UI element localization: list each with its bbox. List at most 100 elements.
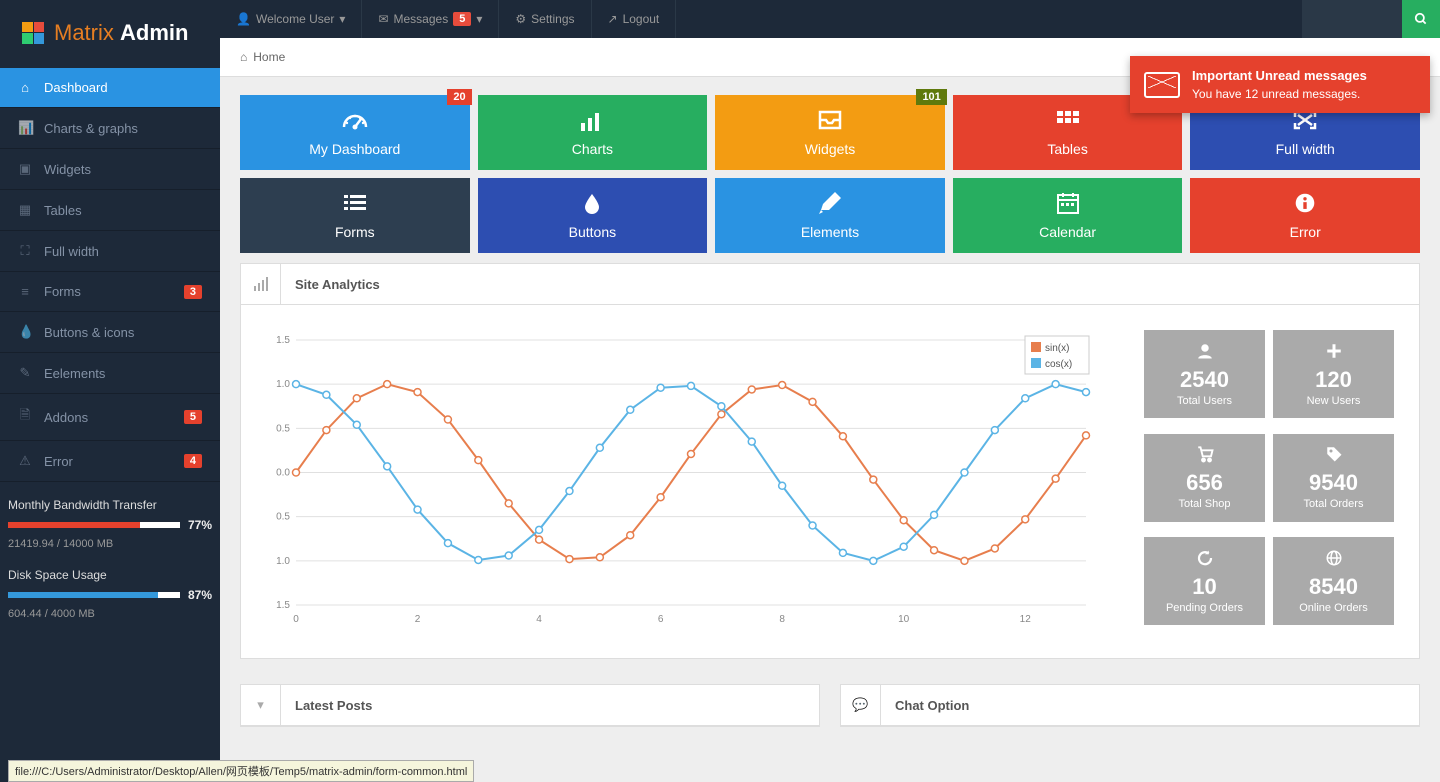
svg-text:1.5: 1.5 — [276, 600, 290, 611]
sidebar-icon: ▣ — [18, 161, 32, 177]
tiles-row-2: FormsButtonsElementsCalendarError — [240, 178, 1420, 253]
stat-pct: 77% — [188, 518, 212, 532]
stats-grid: 2540Total Users120New Users656Total Shop… — [1144, 330, 1394, 633]
svg-text:cos(x): cos(x) — [1045, 359, 1072, 370]
tile-badge: 101 — [916, 89, 946, 105]
sidebar-item-label: Eelements — [44, 366, 105, 381]
svg-text:0.5: 0.5 — [276, 423, 290, 434]
sidebar-item-dashboard[interactable]: ⌂Dashboard — [0, 68, 220, 108]
th-icon — [1055, 109, 1081, 137]
sidebar-badge: 3 — [184, 285, 202, 299]
stat-sub: 21419.94 / 14000 MB — [8, 538, 212, 550]
sidebar-item-charts-graphs[interactable]: 📊Charts & graphs — [0, 108, 220, 149]
tile-buttons[interactable]: Buttons — [478, 178, 708, 253]
tile-error[interactable]: Error — [1190, 178, 1420, 253]
chevron-down-icon: ▾ — [339, 12, 345, 26]
chevron-down-icon[interactable]: ▾ — [241, 685, 281, 725]
sidebar-item-error[interactable]: ⚠Error4 — [0, 441, 220, 482]
notif-title: Important Unread messages — [1192, 68, 1367, 83]
box-title: Chat Option — [881, 698, 983, 713]
stat-tile-total-shop[interactable]: 656Total Shop — [1144, 434, 1265, 522]
sidebar: ⌂Dashboard📊Charts & graphs ▣ Widgets ▦ Table… — [0, 38, 220, 782]
tag-icon — [1281, 445, 1386, 468]
sidebar-item-addons[interactable]: 🗎 Addons 5 — [0, 394, 220, 441]
stat-label: Online Orders — [1281, 602, 1386, 614]
stat-value: 9540 — [1281, 470, 1386, 496]
stat-tile-pending-orders[interactable]: 10Pending Orders — [1144, 537, 1265, 625]
settings-link[interactable]: ⚙ Settings — [499, 0, 591, 38]
sidebar-item-label: Addons — [44, 410, 88, 425]
svg-text:6: 6 — [658, 614, 664, 625]
svg-text:8: 8 — [779, 614, 785, 625]
messages-badge: 5 — [453, 12, 471, 26]
search-input[interactable] — [1302, 0, 1402, 38]
stat-label: Total Orders — [1281, 498, 1386, 510]
stat-tile-online-orders[interactable]: 8540Online Orders — [1273, 537, 1394, 625]
breadcrumb-home[interactable]: Home — [253, 50, 285, 64]
tile-calendar[interactable]: Calendar — [953, 178, 1183, 253]
notification-toast[interactable]: Important Unread messages You have 12 un… — [1130, 56, 1430, 113]
calendar-icon — [1055, 192, 1081, 220]
stat-value: 2540 — [1152, 367, 1257, 393]
sidebar-stats: Monthly Bandwidth Transfer 77% 21419.94 … — [0, 482, 220, 654]
logout-link[interactable]: ↗ Logout — [592, 0, 677, 38]
sidebar-icon: ≡ — [18, 284, 32, 299]
svg-text:4: 4 — [536, 614, 542, 625]
sidebar-icon: ▦ — [18, 202, 32, 218]
tile-widgets[interactable]: Widgets101 — [715, 95, 945, 170]
search-button[interactable] — [1402, 0, 1440, 38]
signal-icon — [241, 264, 281, 304]
sidebar-badge: 5 — [184, 410, 202, 424]
sidebar-item-label: Widgets — [44, 162, 91, 177]
tile-forms[interactable]: Forms — [240, 178, 470, 253]
sidebar-item-label: Tables — [44, 203, 82, 218]
sidebar-item-forms[interactable]: ≡Forms3 — [0, 272, 220, 312]
stat-tile-total-users[interactable]: 2540Total Users — [1144, 330, 1265, 418]
stat-label: New Users — [1281, 395, 1386, 407]
dashboard-icon — [342, 109, 368, 137]
box-title: Latest Posts — [281, 698, 386, 713]
svg-text:0: 0 — [293, 614, 299, 625]
plus-icon — [1281, 342, 1386, 365]
sidebar-item-tables[interactable]: ▦ Tables — [0, 190, 220, 231]
sidebar-item-label: Buttons & icons — [44, 325, 134, 340]
stat-pct: 87% — [188, 588, 212, 602]
tile-badge: 20 — [447, 89, 471, 105]
logo[interactable]: Matrix Admin — [0, 0, 220, 65]
envelope-icon — [1144, 72, 1180, 98]
site-analytics-box: Site Analytics 1.51.00.50.00.51.01.50246… — [240, 263, 1420, 659]
svg-text:12: 12 — [1020, 614, 1032, 625]
tile-my-dashboard[interactable]: My Dashboard20 — [240, 95, 470, 170]
tile-charts[interactable]: Charts — [478, 95, 708, 170]
box-header: Site Analytics — [241, 264, 1419, 305]
sidebar-item-full-width[interactable]: ⛶Full width — [0, 231, 220, 272]
stat-tile-total-orders[interactable]: 9540 Total Orders — [1273, 434, 1394, 522]
sidebar-icon: 🗎 — [18, 406, 32, 428]
tint-icon — [579, 192, 605, 220]
svg-text:sin(x): sin(x) — [1045, 343, 1069, 354]
content: Important Unread messages You have 12 un… — [220, 38, 1440, 782]
logout-label: Logout — [623, 12, 660, 26]
sidebar-item-widgets[interactable]: ▣ Widgets — [0, 149, 220, 190]
welcome-user-menu[interactable]: 👤 Welcome User ▾ — [220, 0, 362, 38]
tile-label: Tables — [1047, 141, 1087, 157]
sidebar-item-label: Error — [44, 454, 73, 469]
svg-text:1.0: 1.0 — [276, 379, 290, 390]
sidebar-item-buttons-icons[interactable]: 💧 Buttons & icons — [0, 312, 220, 353]
notif-body: You have 12 unread messages. — [1192, 87, 1367, 101]
comment-icon: 💬 — [841, 685, 881, 725]
stat-label: Pending Orders — [1152, 602, 1257, 614]
tile-label: Widgets — [805, 141, 856, 157]
progress-bar — [8, 522, 180, 528]
sidebar-icon: ✎ — [18, 365, 32, 381]
progress-bar — [8, 592, 180, 598]
tile-elements[interactable]: Elements — [715, 178, 945, 253]
sidebar-icon: 💧 — [18, 324, 32, 340]
inbox-icon — [817, 109, 843, 137]
welcome-label: Welcome User — [256, 12, 334, 26]
tile-label: Full width — [1276, 141, 1335, 157]
sidebar-item-eelements[interactable]: ✎ Eelements — [0, 353, 220, 394]
stat-tile-new-users[interactable]: 120New Users — [1273, 330, 1394, 418]
sidebar-icon: ⚠ — [18, 453, 32, 469]
messages-menu[interactable]: ✉ Messages 5 ▾ — [362, 0, 499, 38]
